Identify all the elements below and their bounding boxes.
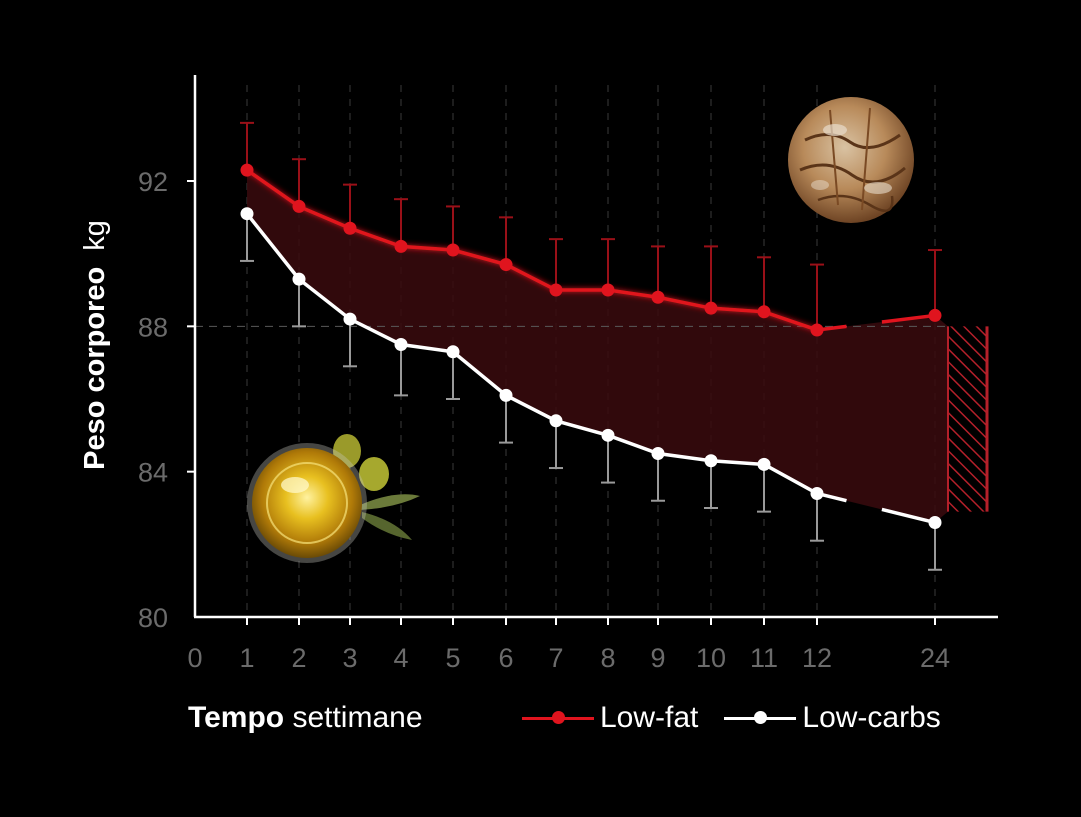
point-low-carbs-3	[343, 312, 357, 326]
point-low-fat-24	[928, 308, 942, 322]
difference-bracket	[947, 326, 989, 512]
x-axis-title-unit: settimane	[292, 701, 423, 734]
y-tick-label-84: 84	[138, 458, 168, 488]
x-tick-label-12: 12	[802, 643, 832, 673]
point-low-carbs-5	[446, 345, 460, 359]
point-low-fat-2	[292, 199, 306, 213]
legend-swatch-low-fat	[522, 708, 594, 728]
point-low-carbs-7	[549, 414, 563, 428]
olive-oil-illustration	[247, 434, 420, 563]
point-low-carbs-8	[601, 428, 615, 442]
y-tick-label-80: 80	[138, 603, 168, 633]
bread-illustration	[788, 97, 914, 223]
error-bars	[240, 121, 942, 571]
point-low-fat-8	[601, 283, 615, 297]
difference-area-extension	[935, 315, 948, 523]
x-tick-label-1: 1	[239, 643, 254, 673]
point-low-carbs-1	[240, 207, 254, 221]
x-tick-label-7: 7	[548, 643, 563, 673]
point-low-carbs-9	[651, 447, 665, 460]
y-axis-title-unit: kg	[79, 220, 111, 251]
y-tick-label-88: 88	[138, 312, 168, 342]
point-low-carbs-4	[394, 338, 408, 351]
x-tick-label-24: 24	[920, 643, 950, 673]
legend-item-low-fat: Low-fat	[522, 701, 698, 735]
legend-label-low-carbs: Low-carbs	[802, 701, 941, 734]
x-tick-label-5: 5	[445, 643, 460, 673]
point-low-fat-6	[499, 258, 513, 272]
legend-item-low-carbs: Low-carbs	[724, 701, 941, 735]
point-low-fat-10	[704, 301, 718, 315]
x-tick-label-6: 6	[498, 643, 513, 673]
x-tick-label-2: 2	[291, 643, 306, 673]
point-low-carbs-24	[928, 516, 942, 530]
y-tick-label-92: 92	[138, 167, 168, 197]
axes	[187, 75, 998, 625]
x-tick-label-0: 0	[187, 643, 202, 673]
x-tick-label-4: 4	[393, 643, 408, 673]
series-lines	[240, 163, 942, 530]
point-low-fat-12	[810, 323, 824, 337]
point-low-fat-1	[240, 163, 254, 177]
point-low-carbs-2	[292, 272, 306, 286]
y-axis-title-bold: Peso corporeo	[79, 267, 111, 470]
series-line-low-carbs	[245, 212, 818, 496]
legend: Low-fat Low-carbs	[522, 698, 941, 738]
difference-bracket-hatch	[948, 326, 986, 512]
point-low-carbs-12	[810, 486, 824, 500]
point-low-fat-7	[549, 283, 563, 297]
series-line-low-fat	[245, 168, 818, 332]
point-low-fat-9	[651, 290, 665, 304]
x-tick-label-11: 11	[750, 643, 778, 673]
series-break-b-low-carbs	[881, 507, 936, 525]
series-break-b-low-fat	[881, 313, 936, 324]
difference-area	[247, 170, 948, 523]
point-low-fat-4	[394, 239, 408, 253]
point-low-fat-3	[343, 221, 357, 235]
x-tick-label-3: 3	[342, 643, 357, 673]
point-low-carbs-11	[757, 457, 771, 471]
x-tick-label-9: 9	[650, 643, 665, 673]
legend-label-low-fat: Low-fat	[600, 701, 699, 734]
y-axis-title: Peso corporeo kg	[79, 220, 111, 470]
point-low-fat-11	[757, 305, 771, 319]
legend-swatch-low-carbs	[724, 708, 797, 728]
x-tick-label-8: 8	[600, 643, 615, 673]
point-low-carbs-6	[499, 388, 513, 402]
point-low-fat-5	[446, 243, 460, 257]
x-axis-title: Tempo settimane	[188, 698, 423, 738]
difference-area-fill	[247, 170, 935, 523]
x-axis-title-bold: Tempo	[188, 701, 285, 734]
x-tick-label-10: 10	[696, 643, 726, 673]
point-low-carbs-10	[704, 454, 718, 468]
